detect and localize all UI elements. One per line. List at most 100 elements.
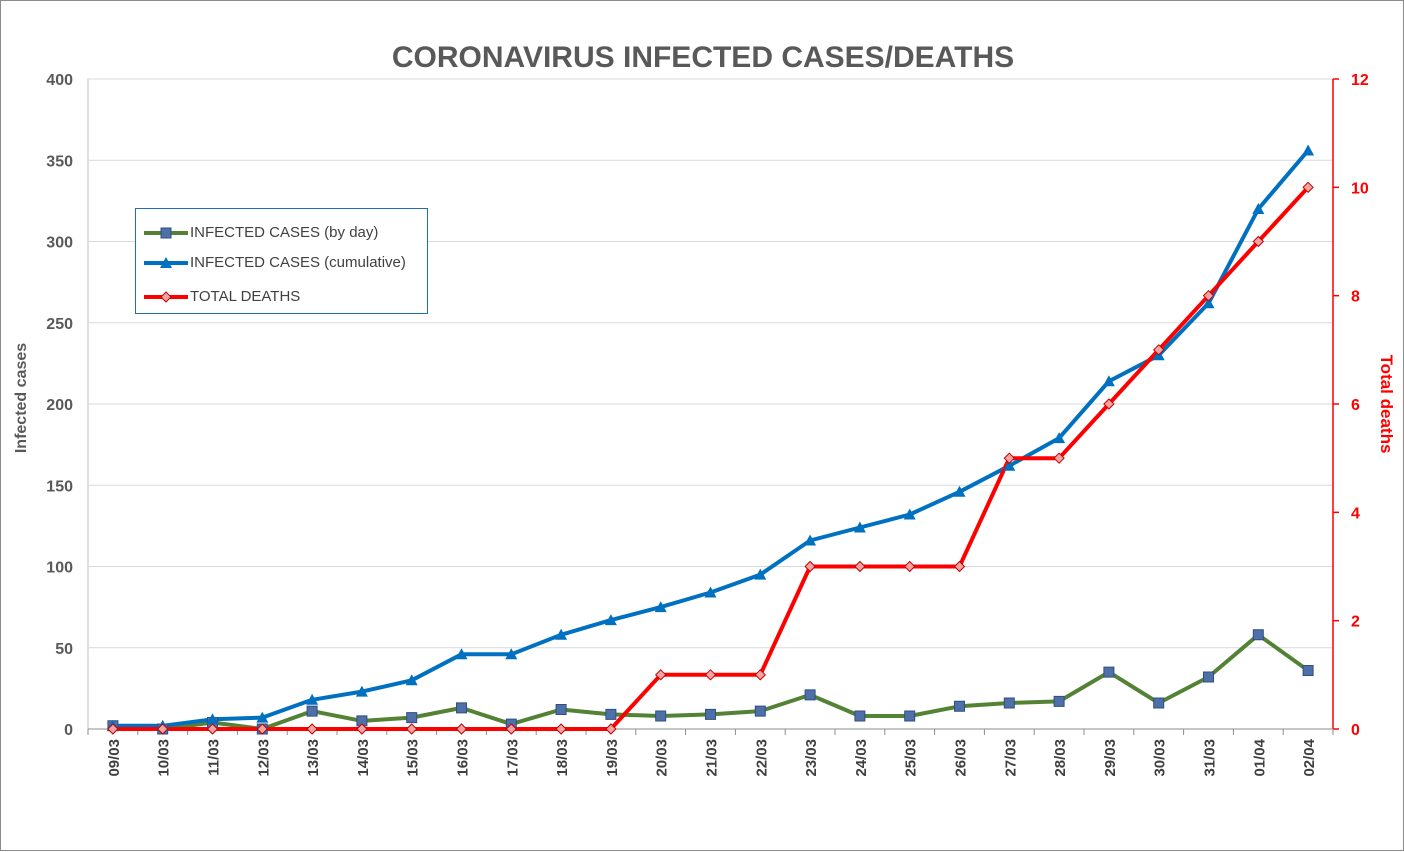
x-tick-label: 22/03	[753, 739, 770, 777]
x-tick-label: 09/03	[106, 739, 123, 777]
chart-title: CORONAVIRUS INFECTED CASES/DEATHS	[391, 41, 1015, 74]
y-tick-label-right: 8	[1351, 289, 1360, 306]
y-tick-label-left: 0	[64, 722, 73, 739]
data-point-cumulative	[206, 713, 219, 725]
x-tick-label: 27/03	[1002, 739, 1019, 777]
data-point-deaths	[1202, 289, 1215, 302]
data-point-deaths	[754, 669, 767, 681]
y-tick-label-left: 100	[46, 560, 73, 577]
data-point-daily	[705, 708, 716, 720]
x-tick-label: 23/03	[803, 739, 820, 777]
data-point-daily	[655, 710, 667, 722]
data-point-cumulative	[1053, 432, 1066, 444]
x-tick-label: 20/03	[654, 739, 671, 777]
x-tick-label: 01/04	[1251, 738, 1268, 776]
data-point-deaths	[704, 669, 717, 681]
legend-swatch-daily	[144, 227, 188, 239]
data-point-cumulative	[604, 614, 617, 626]
x-tick-label: 11/03	[206, 739, 223, 776]
data-point-daily	[904, 710, 916, 722]
y-tick-label-right: 2	[1351, 614, 1360, 631]
data-point-deaths	[804, 560, 816, 573]
legend-swatch-cumulative	[144, 257, 188, 268]
x-tick-label: 13/03	[305, 739, 322, 777]
data-point-cumulative	[654, 601, 667, 613]
data-point-daily	[1053, 695, 1065, 707]
y-tick-label-right: 10	[1351, 180, 1369, 197]
data-point-cumulative	[804, 534, 817, 546]
x-tick-label: 14/03	[355, 739, 372, 777]
data-point-cumulative	[555, 628, 568, 640]
data-point-deaths	[903, 560, 916, 573]
data-point-deaths	[156, 723, 169, 735]
x-tick-label: 12/03	[255, 739, 272, 777]
data-point-daily	[456, 702, 467, 714]
data-point-cumulative	[1202, 297, 1215, 309]
chart-legend: INFECTED CASES (by day) INFECTED CASES (…	[135, 208, 428, 314]
data-point-deaths	[405, 723, 418, 735]
x-tick-label: 17/03	[504, 739, 521, 777]
y-tick-label-left: 50	[55, 641, 73, 658]
data-point-daily	[1302, 665, 1314, 676]
data-point-cumulative	[455, 648, 468, 660]
legend-label-cumulative: INFECTED CASES (cumulative)	[190, 254, 406, 271]
x-tick-label: 21/03	[704, 739, 721, 777]
data-point-deaths	[356, 723, 368, 735]
data-point-daily	[406, 712, 418, 724]
data-point-deaths	[1252, 235, 1265, 248]
y-tick-label-left: 300	[46, 235, 73, 252]
data-point-deaths	[953, 560, 966, 573]
data-point-cumulative	[1302, 144, 1315, 156]
data-point-daily	[1252, 629, 1264, 641]
y-tick-label-left: 250	[46, 316, 73, 333]
data-point-cumulative	[256, 711, 269, 723]
data-point-cumulative	[405, 674, 418, 686]
data-point-daily	[306, 705, 318, 717]
x-tick-label: 24/03	[853, 739, 870, 777]
data-point-deaths	[555, 723, 567, 735]
y-tick-label-right: 12	[1351, 72, 1369, 89]
data-point-cumulative	[754, 568, 767, 580]
y-tick-label-left: 400	[46, 72, 73, 89]
y-tick-label-left: 150	[46, 478, 73, 495]
data-point-cumulative	[853, 521, 866, 533]
data-point-daily	[1003, 697, 1015, 709]
y-tick-label-right: 6	[1351, 397, 1360, 414]
x-tick-label: 28/03	[1052, 739, 1069, 777]
x-tick-label: 18/03	[554, 739, 571, 777]
data-point-deaths	[605, 723, 617, 735]
data-point-daily	[605, 708, 617, 720]
x-tick-label: 16/03	[455, 739, 472, 777]
x-tick-label: 30/03	[1152, 739, 1169, 777]
y-axis-left-label: Infected cases	[13, 342, 30, 454]
legend-label-deaths: TOTAL DEATHS	[190, 288, 301, 305]
x-tick-label: 15/03	[405, 739, 422, 777]
x-tick-label: 26/03	[953, 739, 970, 777]
data-point-cumulative	[953, 485, 966, 497]
x-tick-label: 02/04	[1301, 738, 1318, 776]
data-point-deaths	[654, 669, 667, 681]
data-point-deaths	[1003, 452, 1016, 464]
legend-item-deaths: TOTAL DEATHS	[136, 286, 427, 308]
x-tick-label: 19/03	[604, 739, 621, 777]
x-tick-label: 31/03	[1202, 739, 1219, 777]
data-point-cumulative	[306, 693, 319, 705]
data-point-deaths	[854, 560, 866, 573]
data-point-deaths	[206, 723, 219, 735]
x-tick-label: 25/03	[903, 739, 920, 777]
data-point-cumulative	[1252, 203, 1265, 214]
y-tick-label-right: 4	[1351, 505, 1360, 522]
data-point-deaths	[505, 723, 518, 735]
data-point-cumulative	[355, 685, 368, 697]
data-point-deaths	[306, 723, 318, 735]
data-point-cumulative	[704, 586, 717, 598]
y-tick-label-left: 350	[46, 153, 73, 170]
x-tick-label: 29/03	[1102, 739, 1119, 777]
data-point-daily	[1103, 666, 1115, 678]
y-tick-label-right: 0	[1351, 722, 1360, 739]
legend-item-cumulative: INFECTED CASES (cumulative)	[136, 252, 427, 274]
x-tick-label: 10/03	[156, 739, 173, 777]
data-point-deaths	[455, 723, 468, 735]
